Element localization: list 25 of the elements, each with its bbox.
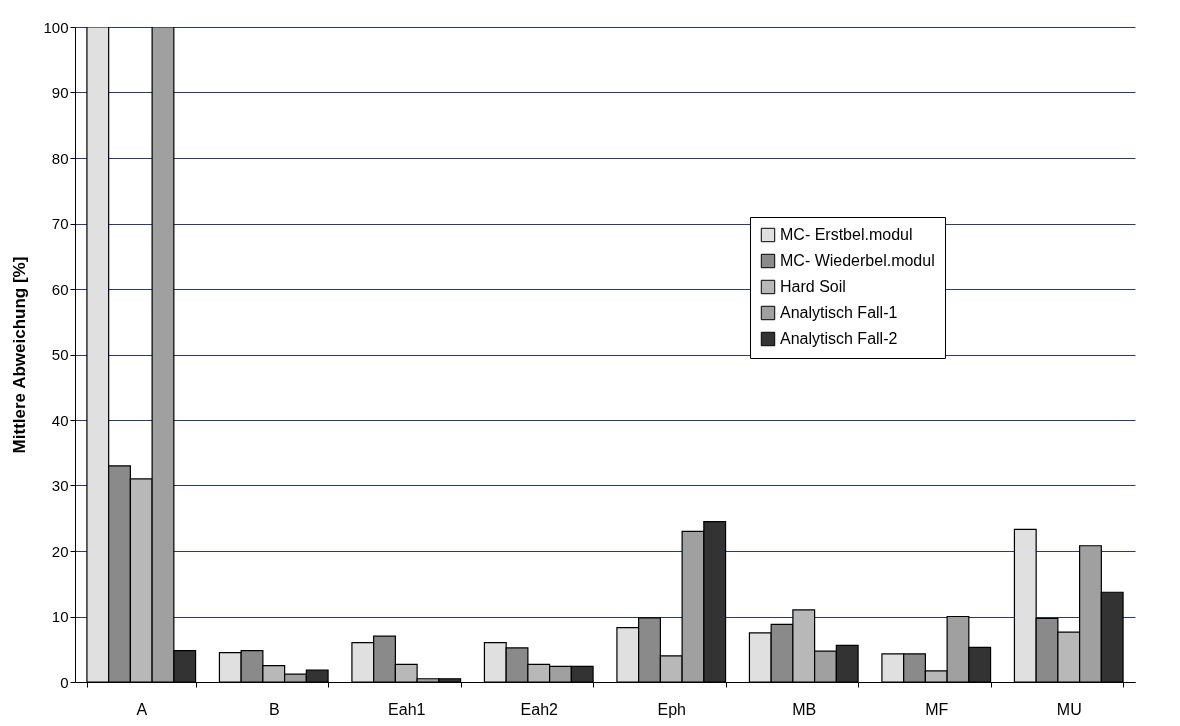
y-tick-label: 90	[51, 84, 69, 101]
legend-label: MC- Erstbel.modul	[780, 226, 913, 243]
legend-label: MC- Wiederbel.modul	[780, 252, 935, 269]
y-tick-label: 30	[51, 477, 69, 494]
legend-label: Hard Soil	[780, 278, 846, 295]
x-tick-label: B	[268, 700, 280, 718]
x-tick-label: MB	[792, 700, 817, 718]
x-tick-label: MU	[1056, 700, 1082, 718]
legend-label: Analytisch Fall-1	[780, 304, 898, 321]
y-tick-label: 40	[51, 411, 69, 429]
x-tick-label: Eah2	[520, 700, 559, 718]
y-tick-label: 70	[51, 215, 69, 232]
x-tick-label: MF	[925, 700, 949, 718]
x-tick-label: Eph	[657, 700, 686, 718]
y-tick-label: 60	[51, 280, 69, 298]
y-tick-label: 10	[51, 608, 69, 625]
y-tick-label: 50	[51, 346, 69, 363]
y-tick-label: 0	[60, 673, 69, 691]
x-tick-label: A	[136, 700, 148, 718]
y-tick-label: 100	[43, 18, 69, 36]
y-tick-label: 80	[51, 149, 69, 167]
y-axis-title: Mittlere Abweichung [%]	[10, 256, 30, 454]
x-tick-label: Eah1	[388, 700, 426, 718]
legend-label: Analytisch Fall-2	[780, 330, 898, 347]
y-tick-label: 20	[51, 542, 69, 560]
